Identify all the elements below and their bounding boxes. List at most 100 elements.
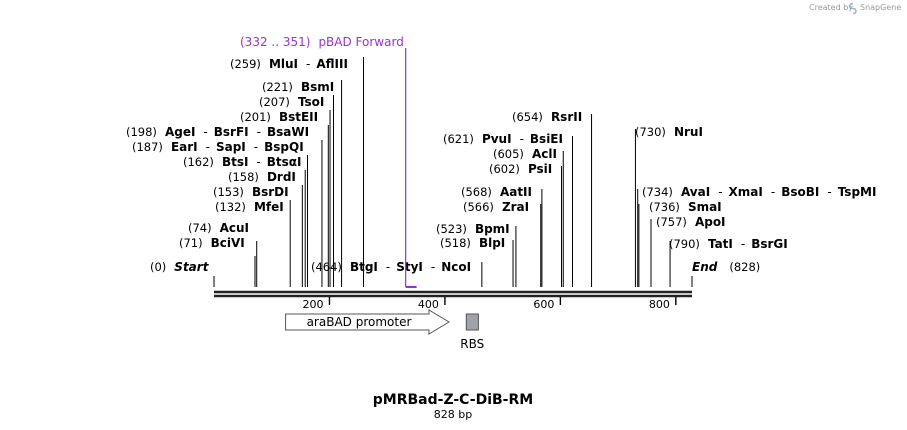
site-name: SapI bbox=[216, 140, 246, 154]
primer-pbad-forward[interactable]: (332 .. 351) pBAD Forward bbox=[240, 35, 417, 288]
site-position: (259) bbox=[230, 57, 261, 71]
site-name: BspQI bbox=[264, 140, 304, 154]
site-label: (757) ApoI bbox=[656, 215, 726, 229]
site-position: (602) bbox=[489, 162, 520, 176]
site-position: (568) bbox=[461, 185, 492, 199]
site-zrai[interactable]: (566) ZraI bbox=[463, 200, 542, 287]
site-position: (198) bbox=[126, 125, 157, 139]
site-position: (757) bbox=[656, 215, 687, 229]
site-position: (0) bbox=[150, 260, 166, 274]
site-name: Start bbox=[174, 260, 209, 274]
site-name: BsiEI bbox=[530, 132, 563, 146]
site-agei[interactable]: (198) AgeI - BsrFI - BsaWI bbox=[126, 125, 329, 287]
site-separator: - bbox=[306, 57, 310, 71]
site-name: PvuI bbox=[482, 132, 512, 146]
feature-label: RBS bbox=[460, 337, 484, 351]
site-label: (734) AvaI - XmaI - BsoBI - TspMI bbox=[642, 185, 876, 199]
site-name: TatI bbox=[708, 237, 733, 251]
snapgene-logo-icon bbox=[849, 2, 857, 15]
site-position: (566) bbox=[463, 200, 494, 214]
ruler-label: 800 bbox=[649, 298, 670, 311]
site-smai[interactable]: (736) SmaI bbox=[638, 200, 722, 287]
site-label: (158) DrdI bbox=[228, 170, 296, 184]
site-name: BciVI bbox=[211, 236, 245, 250]
site-name: EarI bbox=[171, 140, 198, 154]
site-psii[interactable]: (602) PsiI bbox=[489, 162, 563, 287]
rbs-box bbox=[465, 313, 479, 331]
site-name: ApoI bbox=[695, 215, 726, 229]
site-name: XmaI bbox=[729, 185, 763, 199]
site-position: (207) bbox=[259, 95, 290, 109]
site-name: TsoI bbox=[298, 95, 324, 109]
site-separator: - bbox=[771, 185, 775, 199]
site-name: AclI bbox=[532, 147, 557, 161]
feature-rbs[interactable]: RBS bbox=[460, 313, 484, 351]
site-aatii[interactable]: (568) AatII bbox=[461, 185, 543, 287]
site-label: (71) BciVI bbox=[179, 236, 245, 250]
site-name: End bbox=[692, 260, 718, 274]
site-rsrii[interactable]: (654) RsrII bbox=[512, 110, 593, 287]
site-name: BsoBI bbox=[781, 185, 819, 199]
site-label: End (828) bbox=[692, 260, 760, 274]
site-position: (221) bbox=[262, 80, 293, 94]
site-mfei[interactable]: (132) MfeI bbox=[215, 200, 291, 287]
site-btgi[interactable]: (464) BtgI - StyI - NcoI bbox=[311, 260, 483, 287]
site-name: BsrFI bbox=[214, 125, 249, 139]
site-eari[interactable]: (187) EarI - SapI - BspQI bbox=[132, 140, 323, 287]
site-bsteii[interactable]: (201) BstEII bbox=[240, 110, 331, 287]
site-end[interactable]: End (828) bbox=[691, 260, 760, 287]
site-separator: - bbox=[386, 260, 390, 274]
site-pvui[interactable]: (621) PvuI - BsiEI bbox=[443, 132, 573, 287]
site-position: (464) bbox=[311, 260, 342, 274]
site-tsoi[interactable]: (207) TsoI bbox=[259, 95, 334, 287]
site-position: (158) bbox=[228, 170, 259, 184]
site-blpi[interactable]: (518) BlpI bbox=[440, 236, 514, 287]
site-position: (162) bbox=[183, 155, 214, 169]
site-separator: - bbox=[520, 132, 524, 146]
feature-arabad-promoter[interactable]: araBAD promoter bbox=[285, 309, 450, 335]
site-name: MluI bbox=[269, 57, 298, 71]
site-label: (790) TatI - BsrGI bbox=[669, 237, 788, 251]
site-avai[interactable]: (734) AvaI - XmaI - BsoBI - TspMI bbox=[637, 185, 877, 287]
site-nrui[interactable]: (730) NruI bbox=[634, 125, 703, 287]
site-separator: - bbox=[431, 260, 435, 274]
site-separator: - bbox=[256, 155, 260, 169]
site-name: BsmI bbox=[301, 80, 334, 94]
site-label: (736) SmaI bbox=[649, 200, 722, 214]
site-position: (153) bbox=[213, 185, 244, 199]
site-name: BtsαI bbox=[267, 155, 302, 169]
watermark-brand: SnapGene bbox=[860, 3, 901, 12]
site-label: (602) PsiI bbox=[489, 162, 552, 176]
site-bsrdi[interactable]: (153) BsrDI bbox=[213, 185, 303, 287]
site-start[interactable]: (0) Start bbox=[150, 260, 215, 287]
site-mlui[interactable]: (259) MluI - AflIII bbox=[230, 57, 365, 287]
site-separator: - bbox=[741, 237, 745, 251]
site-drdi[interactable]: (158) DrdI bbox=[228, 170, 306, 287]
site-bpmi[interactable]: (523) BpmI bbox=[436, 222, 517, 287]
site-acui[interactable]: (74) AcuI bbox=[188, 221, 258, 287]
site-position: (201) bbox=[240, 110, 271, 124]
site-name: BpmI bbox=[475, 222, 510, 236]
site-bsmi[interactable]: (221) BsmI bbox=[262, 80, 343, 287]
site-tati[interactable]: (790) TatI - BsrGI bbox=[669, 237, 788, 287]
site-btsi[interactable]: (162) BtsI - BtsαI bbox=[183, 155, 309, 287]
site-name: NruI bbox=[674, 125, 703, 139]
ruler-label: 600 bbox=[533, 298, 554, 311]
site-label: (566) ZraI bbox=[463, 200, 529, 214]
site-apoi[interactable]: (757) ApoI bbox=[650, 215, 726, 287]
site-name: ZraI bbox=[502, 200, 529, 214]
map-length: 828 bp bbox=[434, 408, 472, 421]
site-label: (198) AgeI - BsrFI - BsaWI bbox=[126, 125, 309, 139]
site-label: (153) BsrDI bbox=[213, 185, 289, 199]
promoter-arrow bbox=[285, 309, 450, 335]
site-bcivi[interactable]: (71) BciVI bbox=[179, 236, 256, 287]
site-position: (132) bbox=[215, 200, 246, 214]
site-acli[interactable]: (605) AclI bbox=[493, 147, 564, 287]
site-name: PsiI bbox=[528, 162, 552, 176]
site-position: (734) bbox=[642, 185, 673, 199]
site-label: (207) TsoI bbox=[259, 95, 324, 109]
site-name: DrdI bbox=[267, 170, 296, 184]
ruler-label: 200 bbox=[302, 298, 323, 311]
